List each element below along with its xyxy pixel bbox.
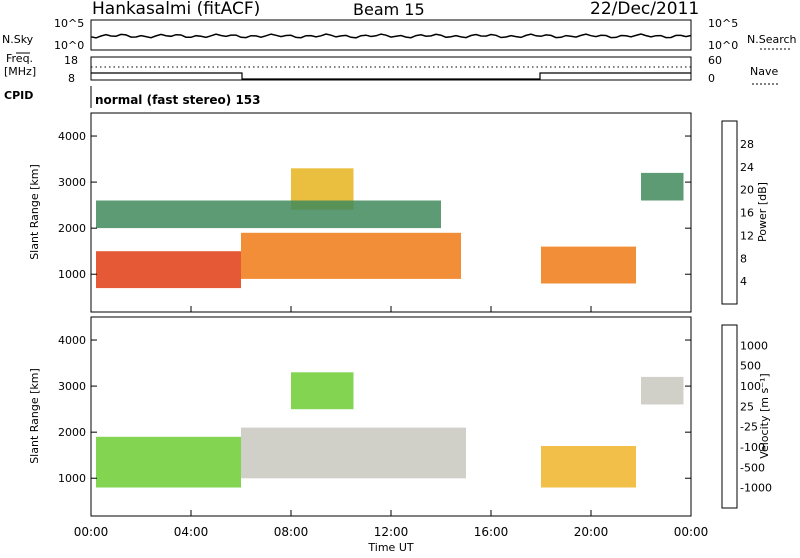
freq-trace [91, 72, 691, 80]
station-title: Hankasalmi (fitACF) [92, 0, 261, 19]
colorbar-tick-label: 25 [740, 400, 754, 413]
freq-tick-low: 8 [68, 72, 75, 85]
colorbar-tick-label: 100 [740, 380, 761, 393]
noise-right-tick-high: 10^5 [708, 17, 738, 30]
noise-left-label: N.Sky [2, 33, 34, 46]
heatmap-region-1-1 [241, 427, 466, 479]
freq-label-line2: [MHz] [4, 65, 36, 78]
time-axis: 00:00 04:00 08:00 12:00 16:00 20:00 00:00 [74, 306, 709, 539]
nave-tick-low: 0 [708, 72, 715, 85]
heatmap-region-1-2 [291, 372, 354, 410]
freq-label-line1: Freq. [6, 52, 33, 65]
date-title: 22/Dec/2011 [590, 0, 700, 19]
heatmap-region-0-5 [641, 172, 684, 201]
time-tick-label: 00:00 [674, 525, 709, 539]
colorbar-tick-label: 4 [740, 275, 747, 288]
time-tick-label: 08:00 [274, 525, 309, 539]
heatmap-region-1-3 [541, 446, 636, 488]
y-tick-label: 4000 [58, 130, 86, 143]
noise-left-tick-low: 10^0 [54, 39, 84, 52]
y-tick-label: 2000 [58, 426, 86, 439]
y-tick-label: 1000 [58, 472, 86, 485]
colorbar-tick-label: -100 [740, 441, 765, 454]
heatmap-region-1-0 [96, 436, 241, 488]
nave-label: Nave [750, 65, 778, 78]
noise-right-tick-low: 10^0 [708, 39, 738, 52]
nave-tick-high: 60 [708, 54, 722, 67]
cpid-text: normal (fast stereo) 153 [95, 93, 261, 107]
time-tick-label: 16:00 [474, 525, 509, 539]
noise-right-label: N.Search [747, 33, 797, 46]
power-y-axis: 1000 2000 3000 4000 [58, 130, 691, 281]
heatmap-region-0-4 [541, 246, 636, 284]
colorbar-frame [721, 324, 738, 509]
colorbar-tick-label: 12 [740, 229, 754, 242]
colorbar-tick-label: 20 [740, 184, 754, 197]
beam-title: Beam 15 [353, 0, 425, 19]
noise-left-tick-high: 10^5 [54, 17, 84, 30]
colorbar-frame [721, 120, 738, 305]
time-axis-title: Time UT [367, 541, 413, 554]
colorbar-tick-label: 24 [740, 161, 754, 174]
heatmap-region-0-3 [96, 200, 441, 229]
colorbar-tick-label: 16 [740, 207, 754, 220]
colorbar-tick-label: 8 [740, 252, 747, 265]
colorbar-tick-label: -25 [740, 421, 758, 434]
time-tick-label: 00:00 [74, 525, 109, 539]
velocity-panel: 1000 2000 3000 4000 Slant Range [km] 1000 50… [28, 316, 772, 517]
heatmap-region-0-0 [96, 251, 241, 289]
noise-frame [90, 19, 692, 51]
time-tick-label: 20:00 [574, 525, 609, 539]
velocity-colorbar: 1000 500 100 25 -25 -100 -500 -1000 [721, 324, 772, 509]
heatmap-region-0-1 [241, 232, 461, 279]
colorbar-tick-label: 28 [740, 138, 754, 151]
colorbar-tick-label: -1000 [740, 482, 772, 495]
velocity-colorbar-title: Velocity [m s⁻¹] [758, 373, 771, 458]
y-tick-label: 3000 [58, 176, 86, 189]
colorbar-tick-label: 1000 [740, 339, 768, 352]
noise-trace [90, 33, 692, 39]
freq-tick-high: 18 [64, 54, 78, 67]
freq-frame [90, 56, 692, 81]
velocity-y-axis-title: Slant Range [km] [28, 368, 41, 464]
colorbar-tick-label: -500 [740, 461, 765, 474]
y-tick-label: 3000 [58, 380, 86, 393]
velocity-heatmap [96, 372, 684, 488]
power-panel: 1000 2000 3000 4000 Slant Range [km] 4 8 12 16… [28, 112, 769, 313]
cpid-label: CPID [4, 89, 33, 102]
power-colorbar: 4 8 12 16 20 24 28 [721, 120, 754, 305]
power-y-axis-title: Slant Range [km] [28, 164, 41, 260]
y-tick-label: 4000 [58, 334, 86, 347]
velocity-y-axis: 1000 2000 3000 4000 [58, 334, 691, 485]
freq-panel: Freq. [MHz] 18 8 60 0 Nave CPID normal (… [4, 52, 780, 108]
power-colorbar-title: Power [dB] [756, 182, 769, 242]
y-tick-label: 1000 [58, 268, 86, 281]
time-tick-label: 12:00 [374, 525, 409, 539]
power-heatmap [96, 168, 684, 289]
colorbar-tick-label: 500 [740, 360, 761, 373]
noise-panel: N.Sky 10^5 10^0 10^5 10^0 N.Search [2, 17, 797, 54]
time-tick-label: 04:00 [174, 525, 209, 539]
heatmap-region-1-4 [641, 376, 684, 405]
y-tick-label: 2000 [58, 222, 86, 235]
